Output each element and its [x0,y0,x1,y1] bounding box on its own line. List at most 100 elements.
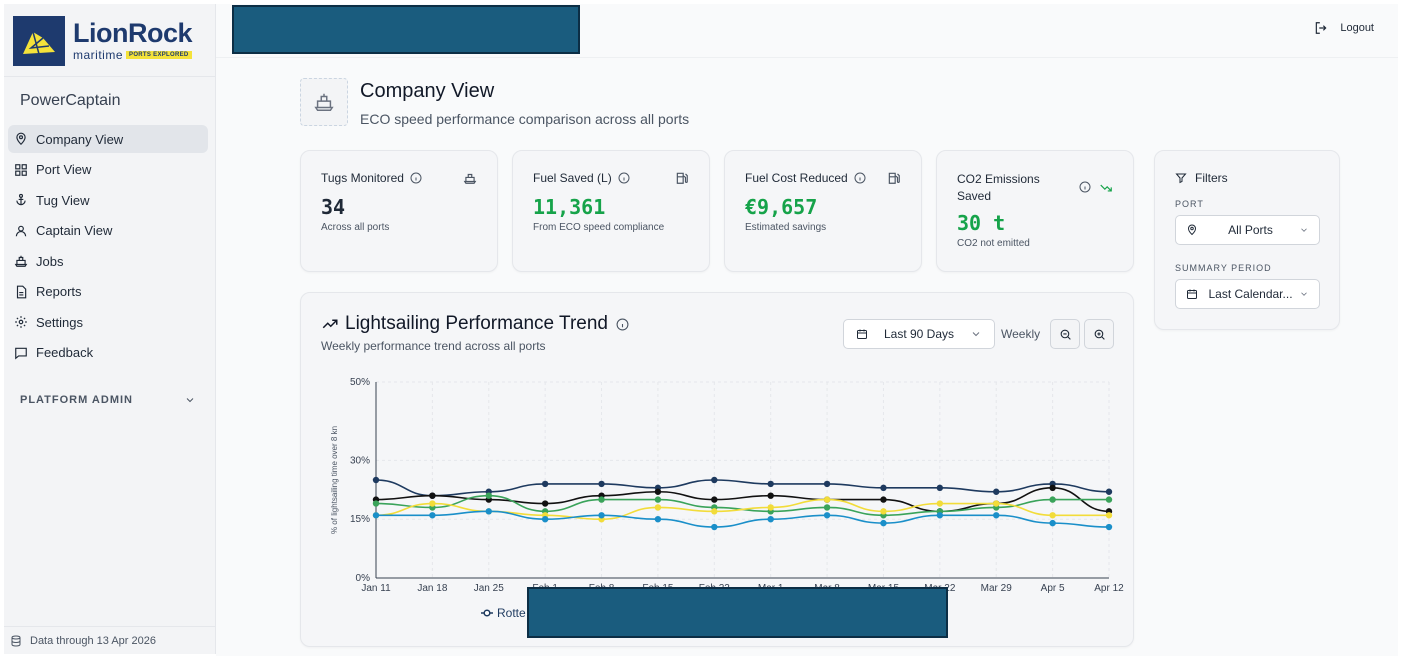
x-tick-label: Jan 25 [474,583,504,594]
y-tick-label: 30% [350,455,370,466]
chart-subtitle: Weekly performance trend across all port… [321,339,546,353]
info-icon[interactable] [410,172,422,184]
stat-card-co2: CO2 Emissions Saved 30 t CO2 not emitted [936,150,1134,272]
series-point [485,492,492,499]
sidebar-item-label: Port View [36,162,92,177]
stat-sub: Estimated savings [745,222,827,233]
sidebar-item-reports[interactable]: Reports [8,278,208,306]
series-point [711,523,718,531]
sidebar-item-tug-view[interactable]: Tug View [8,186,208,214]
stat-label: CO2 Emissions Saved [957,172,1040,203]
sidebar: LionRock maritime PORTS EXPLORED PowerCa… [4,4,216,654]
top-bar: Logout [216,4,1398,58]
brand-name: LionRock [73,18,193,48]
sidebar-item-port-view[interactable]: Port View [8,156,208,184]
stat-value: €9,657 [745,195,818,219]
data-through-text: Data through 13 Apr 2026 [30,634,156,647]
granularity-label: Weekly [1001,327,1041,341]
x-tick-label: Jan 18 [417,583,447,594]
sidebar-item-label: Jobs [36,253,64,269]
gear-icon [15,316,27,328]
y-tick-label: 15% [350,514,370,525]
series-point [767,480,774,488]
chevron-down-icon [186,398,194,403]
port-select-value: All Ports [1228,223,1273,237]
legend-marker [483,609,491,617]
series-point [711,476,718,484]
sidebar-item-jobs[interactable]: Jobs [8,247,208,275]
stat-value: 30 t [957,211,1006,235]
sidebar-item-label: Tug View [36,192,90,208]
zoom-in-icon [1094,329,1105,340]
series-point [1049,496,1056,503]
series-line [375,494,1109,517]
chevron-down-icon [972,332,980,337]
stat-sub: From ECO speed compliance [533,222,665,233]
filter-icon [1175,173,1187,184]
series-point [993,500,1000,507]
series-point [936,512,944,519]
series-point [823,512,831,519]
info-icon[interactable] [616,318,629,331]
series-point [993,512,1000,519]
stat-value: 34 [321,195,346,219]
series-point [654,496,662,503]
sidebar-item-company-view[interactable]: Company View [8,125,208,153]
chevron-down-icon [1301,228,1307,232]
info-icon[interactable] [618,172,630,184]
chevron-down-icon [1301,292,1307,296]
data-through-footer: Data through 13 Apr 2026 [4,626,215,654]
logout-icon [1316,22,1327,34]
sidebar-item-feedback[interactable]: Feedback [8,339,208,367]
info-icon[interactable] [1079,181,1091,193]
stat-value: 11,361 [533,195,606,219]
zoom-out-button[interactable] [1050,319,1080,349]
page-subtitle: ECO speed performance comparison across … [360,111,690,127]
redacted-area [527,587,948,638]
series-point [711,496,718,503]
series-point [936,484,944,492]
series-point [541,516,549,523]
series-point [993,488,1000,495]
logout-button[interactable]: Logout [1314,21,1374,35]
grid-icon [15,163,27,176]
filters-title: Filters [1195,171,1228,185]
stat-sub: CO2 not emitted [957,238,1030,249]
series-point [429,500,436,507]
calendar-icon [1187,289,1197,299]
series-point [1049,519,1056,527]
period-label: SUMMARY PERIOD [1175,263,1272,273]
platform-admin-toggle[interactable]: PLATFORM ADMIN [20,394,196,406]
zoom-out-icon [1060,329,1071,340]
series-line [376,510,1110,528]
sidebar-item-captain-view[interactable]: Captain View [8,217,208,245]
user-icon [15,225,27,236]
sidebar-item-label: Reports [36,284,82,299]
series-line [375,479,1110,497]
series-point [654,504,662,511]
chart-title: Lightsailing Performance Trend [345,313,608,334]
logout-label: Logout [1340,22,1374,34]
series-point [1105,496,1113,503]
info-icon[interactable] [854,172,866,184]
port-select[interactable]: All Ports [1175,215,1320,245]
sidebar-item-settings[interactable]: Settings [8,308,208,336]
series-point [823,496,831,503]
series-point [372,476,380,484]
x-tick-label: Mar 29 [981,583,1013,594]
ship-icon [463,173,477,184]
brand-logo[interactable]: LionRock maritime PORTS EXPLORED [13,13,209,69]
anchor-icon [16,193,26,206]
x-tick-label: Apr 5 [1041,583,1065,594]
series-point [767,504,774,511]
app-name: PowerCaptain [20,92,121,109]
series-point [429,512,436,519]
sidebar-item-label: Captain View [36,223,113,238]
series-point [654,516,662,523]
series-point [1049,484,1056,492]
period-select[interactable]: Last Calendar... [1175,279,1320,309]
stat-card-fuel-saved: Fuel Saved (L) 11,361 From ECO speed com… [512,150,710,272]
range-select[interactable]: Last 90 Days [843,319,995,349]
zoom-in-button[interactable] [1084,319,1114,349]
